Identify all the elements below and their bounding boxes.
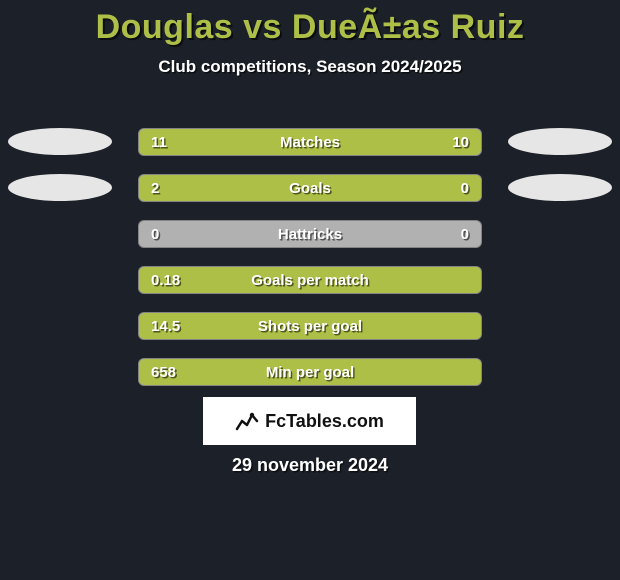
comparison-infographic: Douglas vs DueÃ±as Ruiz Club competition… [0, 0, 620, 580]
source-logo-text: FcTables.com [265, 411, 384, 432]
stat-bar-left-fill [139, 267, 482, 293]
stat-bar: Matches1110 [138, 128, 482, 156]
stat-bar-left-fill [139, 175, 482, 201]
page-title: Douglas vs DueÃ±as Ruiz [0, 0, 620, 47]
stat-bar: Goals per match0.18 [138, 266, 482, 294]
player-left-avatar-placeholder [8, 174, 112, 201]
stat-bar: Goals20 [138, 174, 482, 202]
stat-bar-left-fill [139, 129, 319, 155]
stat-bar-right-fill [317, 129, 481, 155]
footer-date: 29 november 2024 [0, 455, 620, 476]
stat-bar-left-fill [139, 313, 482, 339]
stat-row: Goals per match0.18 [0, 256, 620, 302]
stat-bar-left-fill [139, 359, 482, 385]
stat-bar: Hattricks0 0 [138, 220, 482, 248]
player-left-avatar-placeholder [8, 128, 112, 155]
stat-row: Min per goal658 [0, 348, 620, 394]
source-logo: FcTables.com [203, 397, 416, 445]
fctables-icon [235, 409, 259, 433]
player-right-avatar-placeholder [508, 128, 612, 155]
stat-label: Hattricks [139, 221, 481, 248]
stat-bar: Shots per goal14.5 [138, 312, 482, 340]
stat-row: Goals20 [0, 164, 620, 210]
stat-row: Shots per goal14.5 [0, 302, 620, 348]
page-subtitle: Club competitions, Season 2024/2025 [0, 57, 620, 77]
stat-value-right: 0 [461, 221, 469, 248]
stat-value-left: 0 [151, 221, 159, 248]
stat-bar: Min per goal658 [138, 358, 482, 386]
player-right-avatar-placeholder [508, 174, 612, 201]
stat-row: Hattricks0 0 [0, 210, 620, 256]
stats-area: Matches1110 Goals20 Hattricks0 0 Goals per m… [0, 118, 620, 394]
stat-row: Matches1110 [0, 118, 620, 164]
